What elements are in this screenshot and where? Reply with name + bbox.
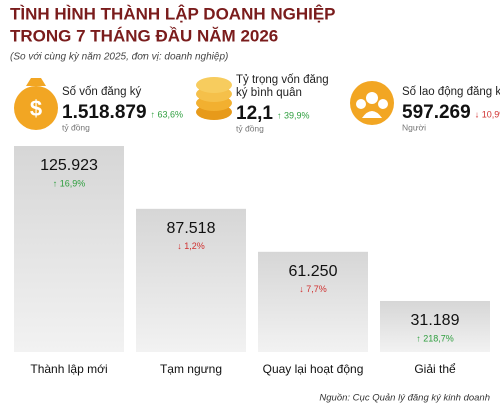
- bar: [136, 208, 246, 352]
- icon-coins: [196, 77, 232, 120]
- category-label: Giải thể: [414, 362, 456, 376]
- subtitle: (So với cùng kỳ năm 2025, đơn vị: doanh …: [10, 52, 228, 63]
- kpi-change: ↓ 10,9%: [475, 109, 500, 119]
- svg-text:$: $: [30, 96, 42, 121]
- kpi-unit: Người: [402, 122, 426, 132]
- icon-people: [350, 81, 394, 125]
- bar-change: ↓ 7,7%: [299, 284, 327, 294]
- kpi-label: Số vốn đăng ký: [62, 86, 142, 98]
- bar-change: ↑ 218,7%: [416, 333, 454, 343]
- category-label: Thành lập mới: [30, 362, 107, 376]
- kpi-value: 12,1: [236, 103, 273, 124]
- bar-change: ↑ 16,9%: [53, 178, 86, 188]
- bar-value-label: 31.189: [411, 312, 460, 329]
- bar-value-label: 61.250: [289, 263, 338, 280]
- kpi-label: Tỷ trọng vốn đăng: [236, 74, 329, 86]
- kpi-value: 1.518.879: [62, 102, 147, 123]
- kpi-unit: tỷ đồng: [236, 123, 264, 133]
- kpi-label: Số lao động đăng ký: [402, 86, 500, 98]
- kpi-value: 597.269: [402, 102, 471, 123]
- kpi-unit: tỷ đồng: [62, 122, 90, 132]
- source: Nguồn: Cục Quản lý đăng ký kinh doanh: [319, 393, 490, 404]
- bar: [14, 146, 124, 352]
- bar: [380, 300, 490, 352]
- title-line: TÌNH HÌNH THÀNH LẬP DOANH NGHIỆP: [10, 4, 336, 23]
- bar-change: ↓ 1,2%: [177, 241, 205, 251]
- kpi-change: ↑ 63,6%: [151, 109, 184, 119]
- bar-value-label: 125.923: [40, 157, 98, 174]
- category-label: Tạm ngưng: [160, 362, 222, 376]
- bar: [258, 251, 368, 352]
- icon-money: $: [14, 78, 58, 130]
- category-label: Quay lại hoạt động: [263, 362, 364, 376]
- kpi-change: ↑ 39,9%: [277, 110, 310, 120]
- kpi-label: ký bình quân: [236, 87, 302, 99]
- title-line: TRONG 7 THÁNG ĐẦU NĂM 2026: [10, 26, 278, 45]
- bar-value-label: 87.518: [167, 220, 216, 237]
